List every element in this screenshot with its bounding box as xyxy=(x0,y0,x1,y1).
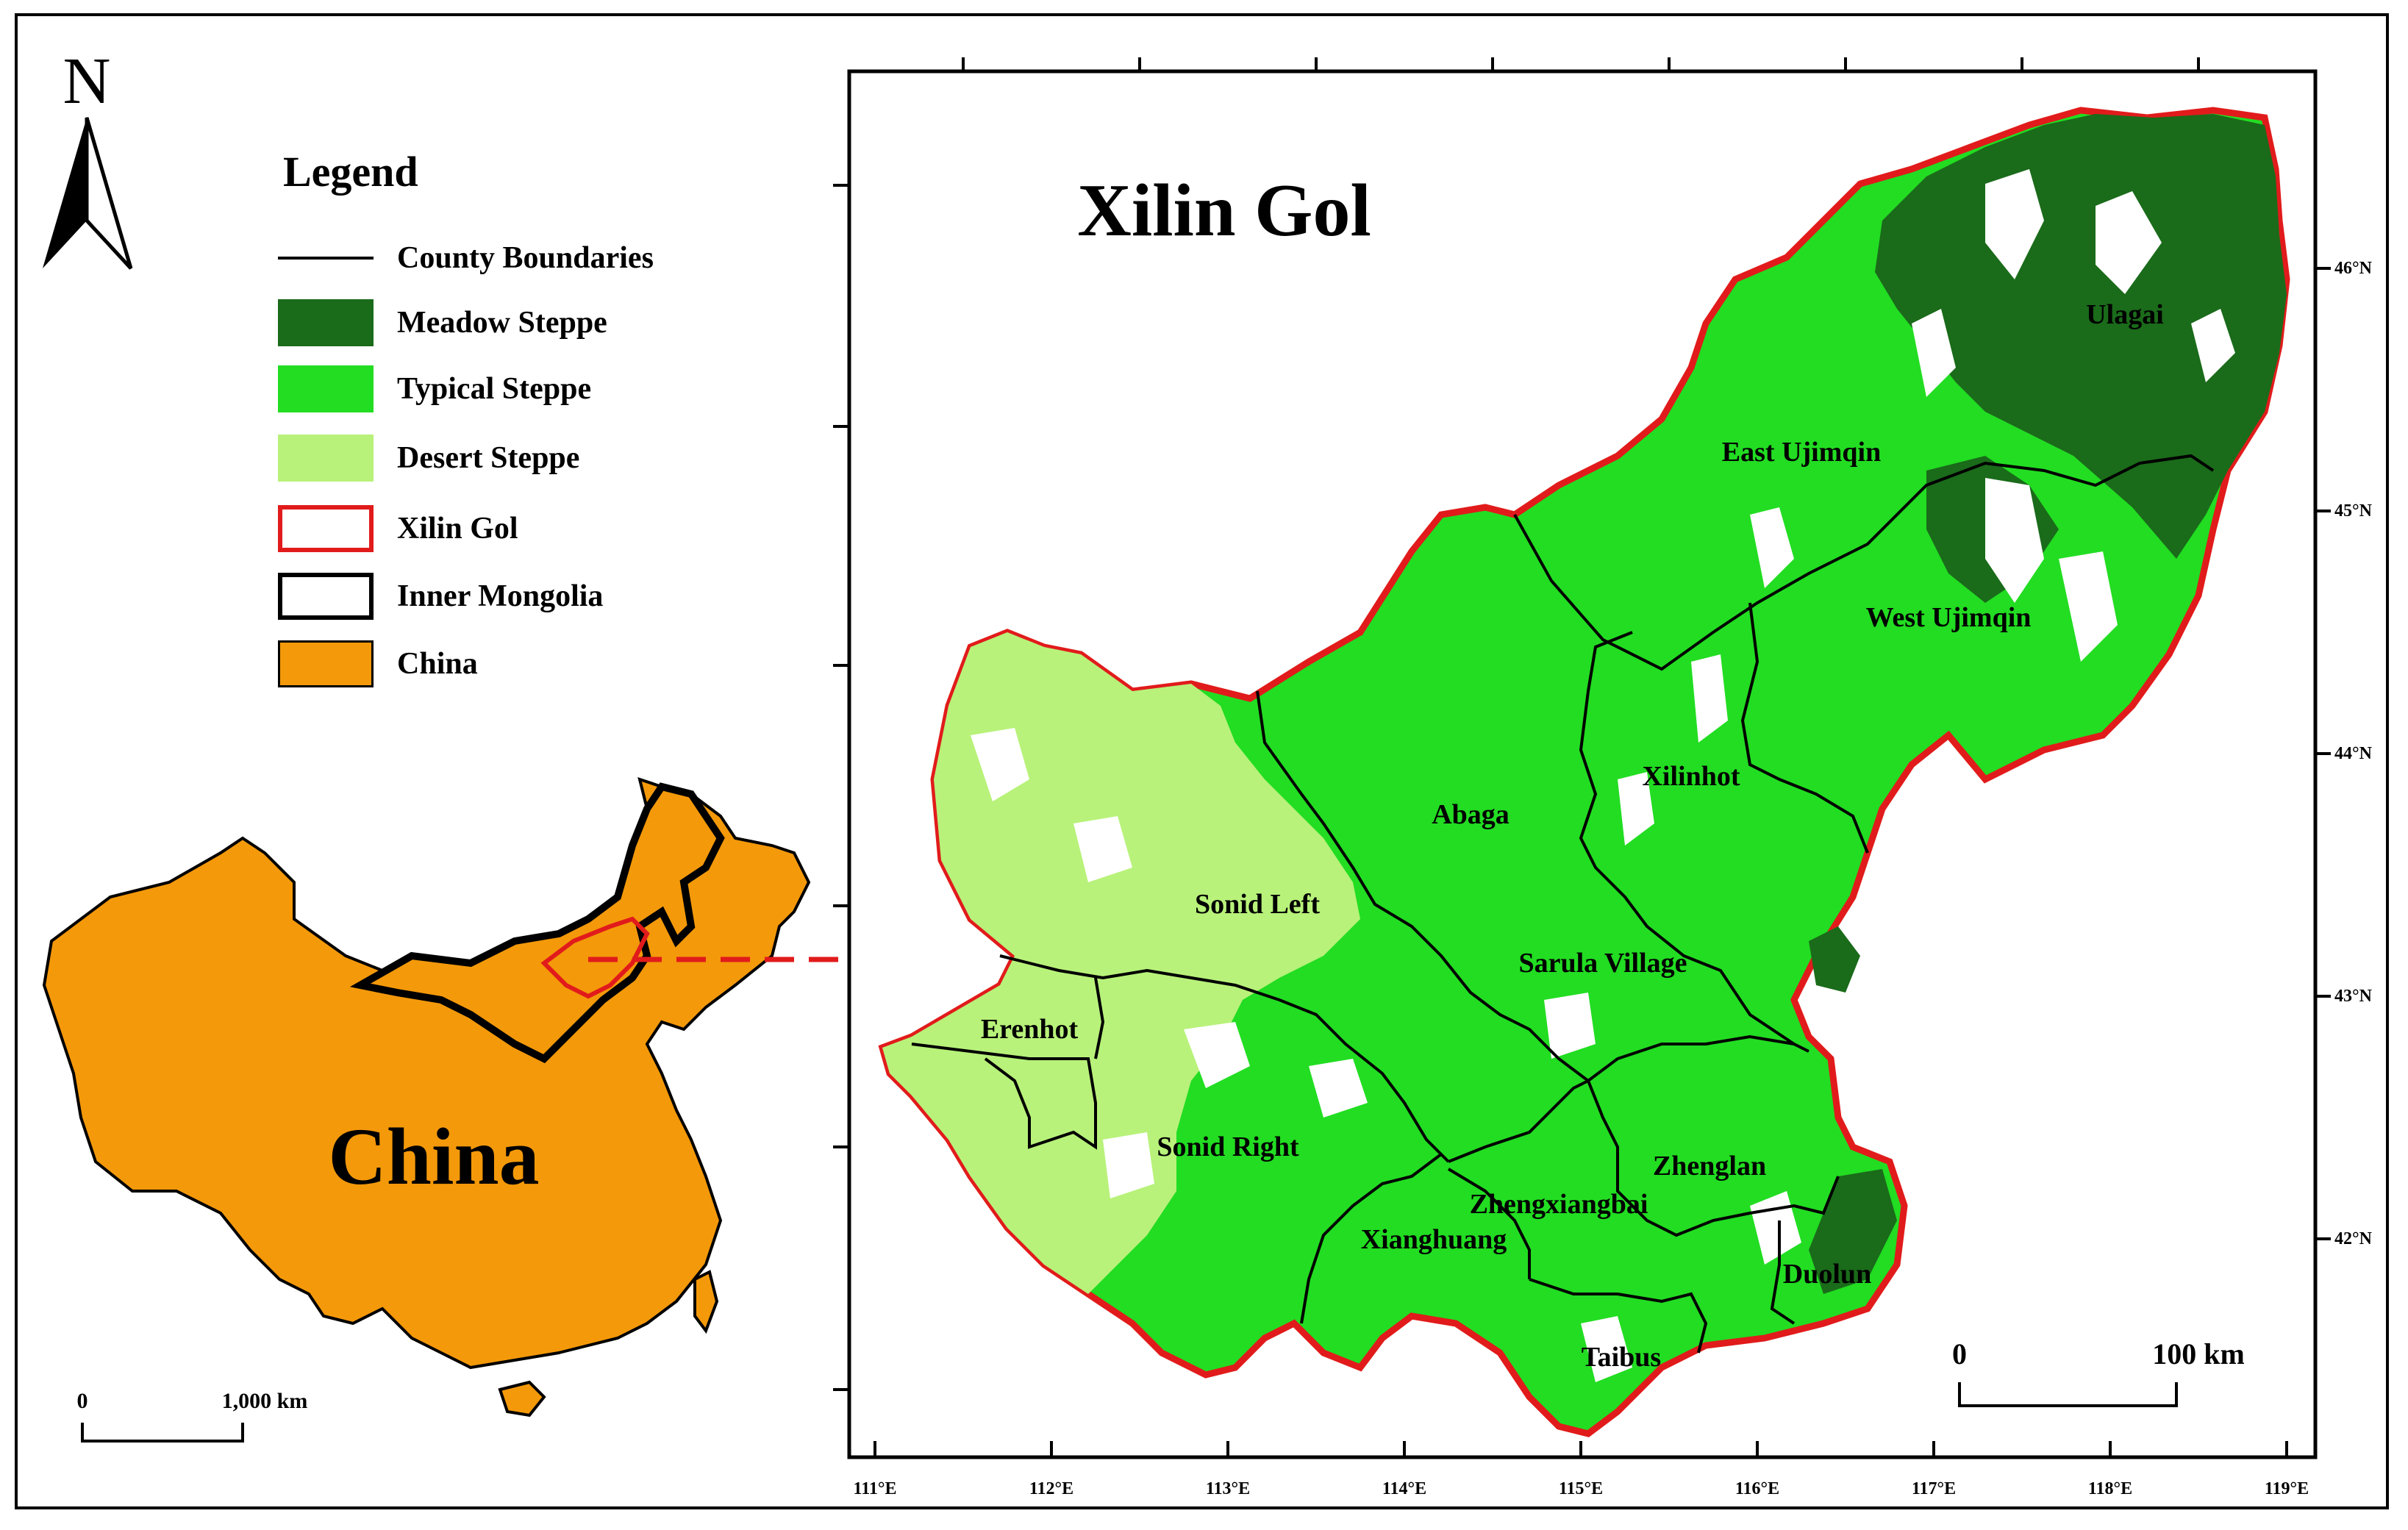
lat-label-43: 43°N xyxy=(2334,987,2373,1006)
lat-label-45: 45°N xyxy=(2334,501,2373,521)
lon-label-115: 115°E xyxy=(1559,1479,1603,1498)
county-label-xilinhot: Xilinhot xyxy=(1642,761,1740,792)
county-label-east-ujimqin: East Ujimqin xyxy=(1722,437,1881,468)
lon-labels: 111°E 112°E 113°E 114°E 115°E 116°E 117°… xyxy=(854,1479,2309,1498)
county-label-ulagai: Ulagai xyxy=(2086,299,2164,330)
xilin-swatch xyxy=(278,505,374,552)
hainan-island xyxy=(498,1380,546,1418)
legend-label: Desert Steppe xyxy=(397,441,580,475)
county-label-west-ujimqin: West Ujimqin xyxy=(1866,602,2032,633)
legend-item-xilin-gol: Xilin Gol xyxy=(278,503,518,554)
page-border xyxy=(15,13,2389,1509)
county-label-sonid-left: Sonid Left xyxy=(1195,889,1320,920)
xilin-gol-region xyxy=(878,107,2290,1437)
county-label-sarula-village: Sarula Village xyxy=(1518,948,1687,979)
legend-item-typical-steppe: Typical Steppe xyxy=(278,363,591,415)
county-label-xianghuang: Xianghuang xyxy=(1361,1224,1507,1255)
typical-swatch xyxy=(278,365,374,412)
latitude-ticks xyxy=(833,184,2331,1391)
county-label-zhengxiangbai: Zhengxiangbai xyxy=(1470,1189,1648,1220)
legend-label: Meadow Steppe xyxy=(397,306,607,340)
legend-label: Inner Mongolia xyxy=(397,579,604,613)
map-title: Xilin Gol xyxy=(1077,169,1371,252)
legend-item-county-boundaries: County Boundaries xyxy=(278,232,654,284)
main-scale-start: 0 xyxy=(1952,1337,1967,1370)
inner-mongolia-outline xyxy=(349,782,725,1064)
main-scale-end: 100 km xyxy=(2152,1337,2245,1370)
unclassified-patches xyxy=(971,169,2235,1382)
china-map: China 0 1,000 km xyxy=(42,776,846,1443)
meadow-steppe-area xyxy=(1875,114,2287,559)
lat-labels: 46°N 45°N 44°N 43°N 42°N xyxy=(2334,259,2373,1248)
lon-label-111: 111°E xyxy=(854,1479,897,1498)
legend-item-inner-mongolia: Inner Mongolia xyxy=(278,571,603,622)
legend-item-desert-steppe: Desert Steppe xyxy=(278,432,579,484)
legend-label: County Boundaries xyxy=(397,241,654,275)
county-label-duolun: Duolun xyxy=(1783,1259,1871,1290)
lon-label-114: 114°E xyxy=(1382,1479,1426,1498)
inner-mongolia-swatch xyxy=(278,573,374,620)
county-boundaries xyxy=(911,454,2215,1354)
lon-label-119: 119°E xyxy=(2265,1479,2309,1498)
legend-label: Xilin Gol xyxy=(397,512,518,546)
legend-title: Legend xyxy=(283,148,418,196)
longitude-ticks xyxy=(873,57,2288,1457)
county-label-erenhot: Erenhot xyxy=(981,1014,1079,1045)
meadow-swatch xyxy=(278,299,374,346)
legend-label: Typical Steppe xyxy=(397,372,592,406)
north-arrow-icon xyxy=(43,118,87,268)
lat-label-46: 46°N xyxy=(2334,259,2373,278)
county-label-abaga: Abaga xyxy=(1432,799,1510,830)
china-scale-start: 0 xyxy=(77,1389,88,1413)
legend-label: China xyxy=(397,647,478,681)
desert-swatch xyxy=(278,435,374,482)
county-label-sonid-right: Sonid Right xyxy=(1157,1132,1299,1162)
county-label-zhenglan: Zhenglan xyxy=(1653,1151,1766,1182)
lon-label-113: 113°E xyxy=(1206,1479,1250,1498)
china-label: China xyxy=(328,1112,539,1201)
lat-label-42: 42°N xyxy=(2334,1229,2373,1248)
legend-item-meadow-steppe: Meadow Steppe xyxy=(278,297,607,348)
lon-label-117: 117°E xyxy=(1912,1479,1956,1498)
line-swatch xyxy=(278,257,374,260)
china-swatch xyxy=(278,640,374,687)
lon-label-112: 112°E xyxy=(1029,1479,1073,1498)
xilin-gol-inset-outline xyxy=(540,916,650,999)
county-label-taibus: Taibus xyxy=(1582,1342,1661,1373)
north-arrow-label: N xyxy=(63,45,111,118)
north-arrow: N xyxy=(43,45,133,270)
lat-label-44: 44°N xyxy=(2334,744,2373,763)
lon-label-116: 116°E xyxy=(1735,1479,1779,1498)
desert-steppe-area xyxy=(882,632,1360,1294)
china-scale-end: 1,000 km xyxy=(222,1389,308,1413)
taiwan-island xyxy=(693,1270,719,1334)
legend-item-china: China xyxy=(278,638,478,690)
lon-label-118: 118°E xyxy=(2088,1479,2132,1498)
